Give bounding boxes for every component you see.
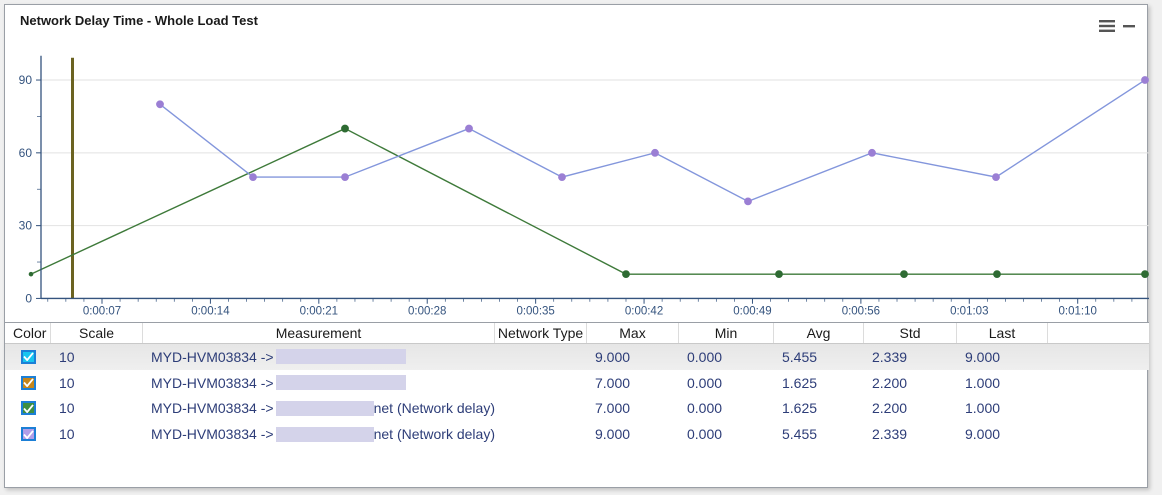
svg-text:0:01:10: 0:01:10 <box>1059 305 1097 317</box>
svg-text:0:00:56: 0:00:56 <box>842 305 880 317</box>
svg-text:90: 90 <box>19 73 33 87</box>
svg-text:0:00:07: 0:00:07 <box>83 305 121 317</box>
svg-text:0:00:21: 0:00:21 <box>300 305 338 317</box>
svg-text:0:00:28: 0:00:28 <box>408 305 446 317</box>
svg-text:0:01:03: 0:01:03 <box>950 305 988 317</box>
svg-text:30: 30 <box>19 219 33 233</box>
svg-text:60: 60 <box>19 146 33 160</box>
svg-text:0:00:35: 0:00:35 <box>516 305 554 317</box>
svg-text:0:00:14: 0:00:14 <box>191 305 230 317</box>
svg-text:0:00:42: 0:00:42 <box>625 305 663 317</box>
svg-text:0: 0 <box>25 291 32 305</box>
svg-text:0:00:49: 0:00:49 <box>733 305 771 317</box>
